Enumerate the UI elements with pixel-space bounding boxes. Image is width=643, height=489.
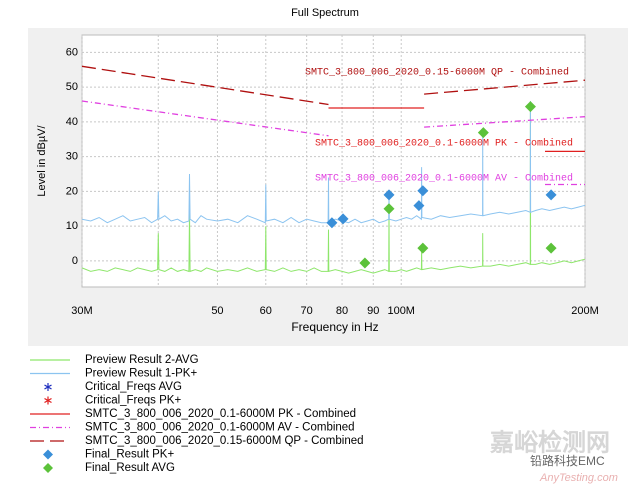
x-tick-label: 200M xyxy=(571,305,599,317)
marker xyxy=(383,189,395,201)
legend-symbol xyxy=(44,397,52,404)
x-tick-label: 50 xyxy=(211,305,223,317)
y-tick-label: 60 xyxy=(66,46,78,58)
series-line xyxy=(81,107,586,274)
legend-label: SMTC_3_800_006_2020_0.1-6000M PK - Combi… xyxy=(85,408,356,420)
watermark: 铅路科技EMC xyxy=(530,453,605,468)
marker xyxy=(413,200,425,212)
x-tick-label: 60 xyxy=(260,305,272,317)
watermark: 嘉峪检测网 xyxy=(490,428,610,456)
legend-symbol xyxy=(43,463,53,473)
y-axis-label: Level in dBµV/ xyxy=(36,124,48,196)
x-tick-label: 70 xyxy=(301,305,313,317)
series-line xyxy=(81,65,329,106)
legend-label: Final_Result AVG xyxy=(85,462,175,474)
marker xyxy=(545,242,557,254)
x-tick-label: 80 xyxy=(336,305,348,317)
marker xyxy=(545,189,557,201)
series-line xyxy=(424,116,586,128)
x-tick-label: 100M xyxy=(387,305,415,317)
x-tick-label: 30M xyxy=(71,305,92,317)
marker xyxy=(326,217,338,229)
marker xyxy=(359,257,371,269)
y-tick-label: 30 xyxy=(66,151,78,163)
legend-label: Final_Result PK+ xyxy=(85,449,174,461)
marker xyxy=(524,101,536,113)
series-line xyxy=(81,100,329,137)
y-tick-label: 50 xyxy=(66,81,78,93)
legend-label: SMTC_3_800_006_2020_0.15-6000M QP - Comb… xyxy=(85,435,364,447)
plot-area xyxy=(81,34,586,288)
annotation: SMTC_3_800_006_2020_0.15-6000M QP - Comb… xyxy=(305,67,569,79)
y-tick-label: 20 xyxy=(66,185,78,197)
legend-symbol xyxy=(43,449,53,460)
x-axis-label: Frequency in Hz xyxy=(291,320,378,334)
legend-label: Preview Result 2-AVG xyxy=(85,354,199,366)
y-tick-label: 40 xyxy=(66,116,78,128)
marker xyxy=(383,203,395,215)
marker xyxy=(337,213,349,225)
y-tick-label: 0 xyxy=(72,255,78,267)
x-tick-label: 90 xyxy=(367,305,379,317)
legend-symbol xyxy=(44,384,52,390)
annotation: SMTC_3_800_006_2020_0.1-6000M PK - Combi… xyxy=(315,138,573,150)
watermark: AnyTesting.com xyxy=(539,472,618,484)
series-line xyxy=(424,79,586,95)
legend-label: SMTC_3_800_006_2020_0.1-6000M AV - Combi… xyxy=(85,422,355,434)
annotation: SMTC_3_800_006_2020_0.1-6000M AV - Combi… xyxy=(315,173,573,185)
marker xyxy=(477,127,489,139)
chart-title: Full Spectrum xyxy=(291,7,359,19)
marker xyxy=(417,242,429,254)
legend-label: Preview Result 1-PK+ xyxy=(85,368,197,380)
marker xyxy=(417,185,429,197)
legend-label: Critical_Freqs AVG xyxy=(85,381,182,393)
y-tick-label: 10 xyxy=(66,220,78,232)
legend-label: Critical_Freqs PK+ xyxy=(85,395,181,407)
